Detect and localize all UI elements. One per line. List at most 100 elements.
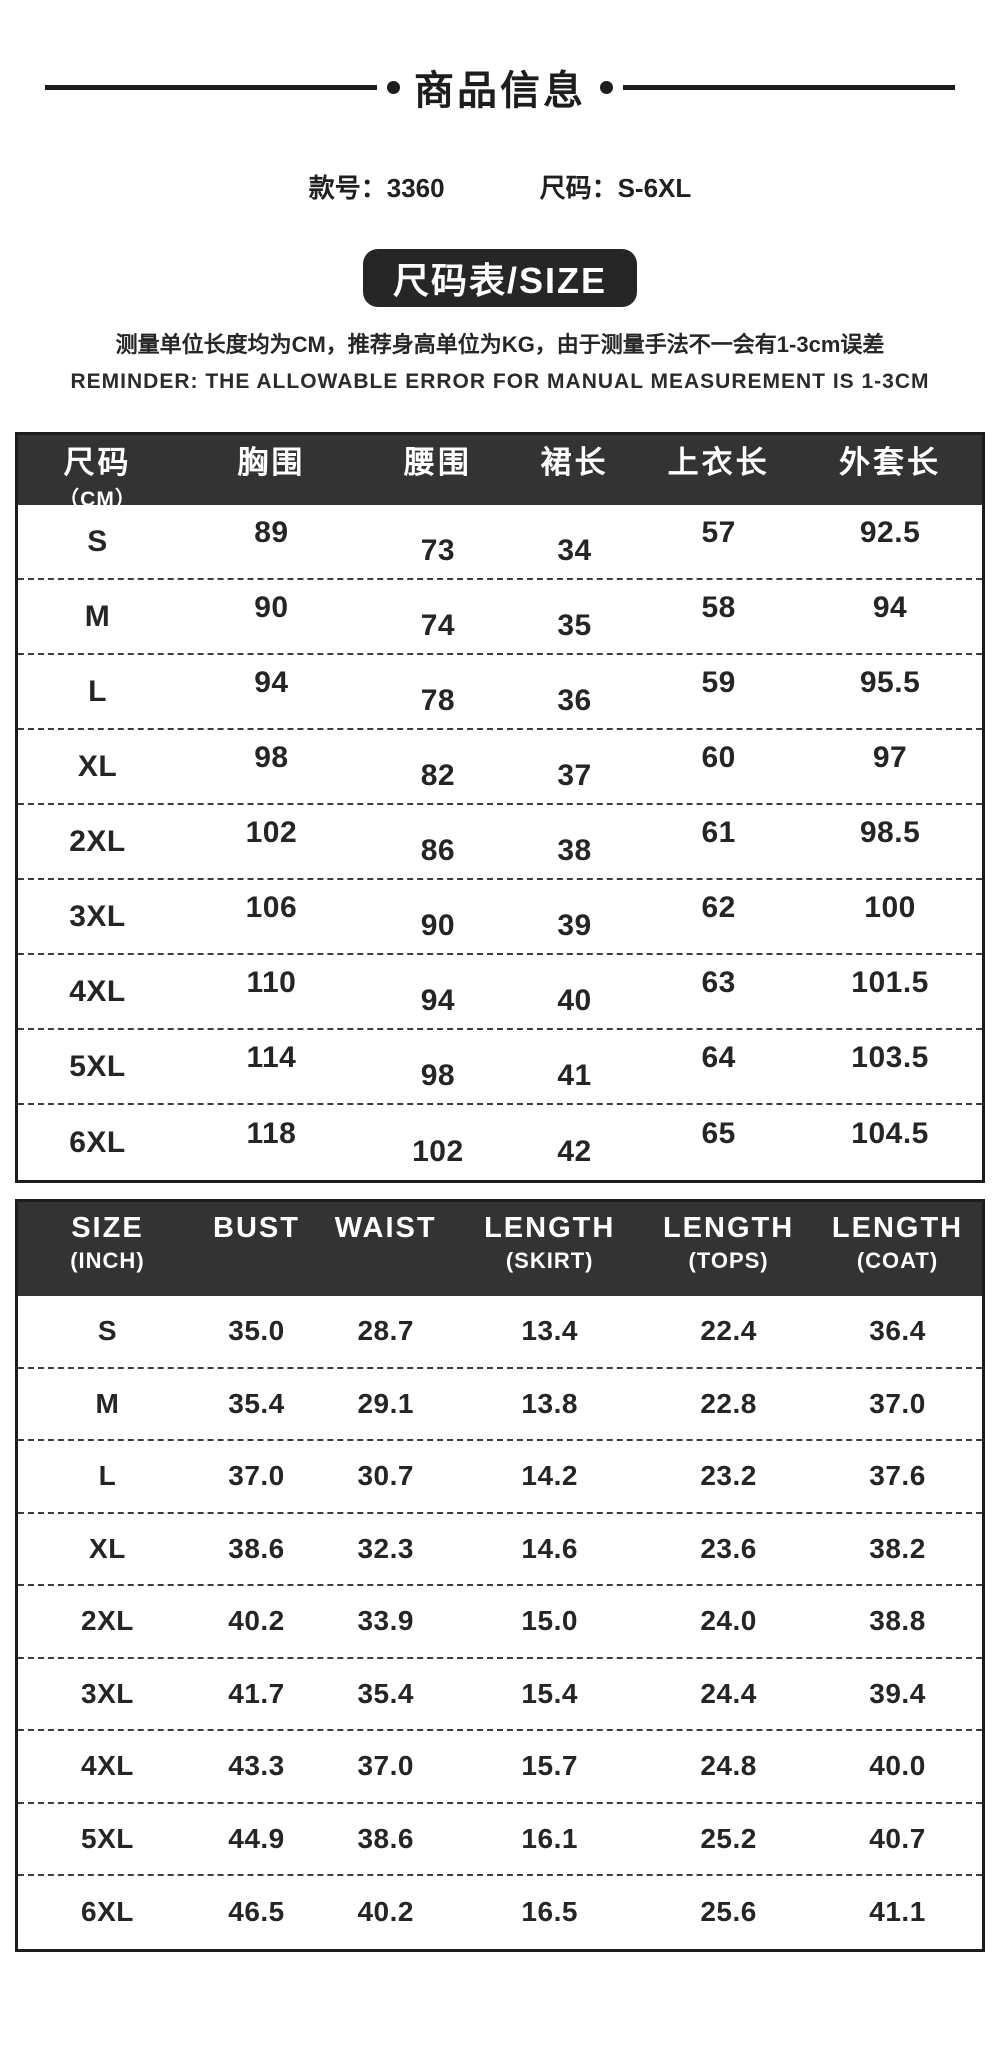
size-label: XL xyxy=(77,749,118,783)
size-range-value: S-6XL xyxy=(617,173,692,203)
size-table-cm: 尺码 （CM） 胸围 腰围 裙长 上衣长 外套长 S 89 73 34 57 92.5 M 90 74 35 5… xyxy=(15,432,985,1183)
size-label: 2XL xyxy=(81,1605,134,1637)
measurement-value: 32.3 xyxy=(357,1532,414,1564)
measurement-value: 14.6 xyxy=(521,1532,578,1564)
measurement-note-en: REMINDER: THE ALLOWABLE ERROR FOR MANUAL… xyxy=(70,370,930,393)
measurement-value: 94 xyxy=(872,590,908,624)
measurement-value: 78 xyxy=(420,683,456,717)
table-header-row: 尺码 （CM） 胸围 腰围 裙长 上衣长 外套长 xyxy=(18,435,982,511)
table-row: XL 98 82 37 60 97 xyxy=(18,730,982,805)
table-body: S 35.0 28.7 13.4 22.4 36.4 M 35.4 29.1 13.8 22.8 37… xyxy=(18,1296,982,1949)
product-info-page: 商品信息 款号：3360 尺码：S-6XL 尺码表/SIZE 测量单位长度均为C… xyxy=(0,64,1000,1952)
table-row: L 37.0 30.7 14.2 23.2 37.6 xyxy=(18,1441,982,1514)
column-header: 上衣长 xyxy=(667,445,770,480)
measurement-value: 73 xyxy=(420,533,456,567)
measurement-value: 43.3 xyxy=(228,1750,285,1782)
table-header-row: SIZE (INCH) BUST WAIST LENGTH (SKIRT) LENGTH (T… xyxy=(18,1202,982,1296)
size-table-inch: SIZE (INCH) BUST WAIST LENGTH (SKIRT) LENGTH (T… xyxy=(15,1199,985,1952)
measurement-value: 41 xyxy=(557,1058,592,1092)
measurement-value: 64 xyxy=(701,1040,736,1074)
measurement-note-cn: 测量单位长度均为CM，推荐身高单位为KG，由于测量手法不一会有1-3cm误差 xyxy=(115,332,885,357)
table-row: M 35.4 29.1 13.8 22.8 37.0 xyxy=(18,1369,982,1441)
column-header: 腰围 xyxy=(403,445,472,480)
measurement-value: 23.6 xyxy=(700,1532,757,1564)
measurement-value: 16.5 xyxy=(521,1896,578,1928)
measurement-value: 16.1 xyxy=(521,1822,578,1854)
measurement-value: 30.7 xyxy=(357,1460,414,1492)
measurement-value: 95.5 xyxy=(859,665,921,699)
measurement-value: 41.7 xyxy=(228,1677,285,1709)
size-label: 3XL xyxy=(81,1677,134,1709)
measurement-value: 35.4 xyxy=(228,1387,285,1419)
measurement-value: 38.2 xyxy=(869,1532,926,1564)
measurement-value: 37.0 xyxy=(357,1750,414,1782)
measurement-value: 101.5 xyxy=(851,965,929,999)
table-row: 2XL 102 86 38 61 98.5 xyxy=(18,805,982,880)
size-label: 4XL xyxy=(69,974,126,1008)
measurement-value: 90 xyxy=(254,590,289,624)
measurement-value: 36.4 xyxy=(869,1315,926,1347)
measurement-value: 39.4 xyxy=(869,1677,926,1709)
measurement-value: 23.2 xyxy=(700,1460,757,1492)
measurement-value: 34 xyxy=(557,533,592,567)
measurement-value: 28.7 xyxy=(357,1315,414,1347)
measurement-value: 59 xyxy=(701,665,736,699)
column-header: 胸围 xyxy=(237,445,306,480)
table-row: L 94 78 36 59 95.5 xyxy=(18,655,982,730)
bullet-dot-left xyxy=(387,80,400,94)
measurement-value: 46.5 xyxy=(228,1896,285,1928)
measurement-value: 57 xyxy=(701,515,736,549)
table-row: S 89 73 34 57 92.5 xyxy=(18,505,982,580)
measurement-value: 38.8 xyxy=(869,1605,926,1637)
table-row: 5XL 114 98 41 64 103.5 xyxy=(18,1030,982,1105)
table-row: 2XL 40.2 33.9 15.0 24.0 38.8 xyxy=(18,1586,982,1659)
column-header: SIZE (INCH) xyxy=(70,1212,145,1273)
model-value: 3360 xyxy=(386,173,445,203)
measurement-value: 36 xyxy=(557,683,592,717)
bullet-dot-right xyxy=(600,80,613,94)
section-title: 商品信息 xyxy=(414,69,586,113)
size-range-label: 尺码： xyxy=(539,173,618,203)
column-header: LENGTH (COAT) xyxy=(831,1212,964,1273)
table-row: 4XL 43.3 37.0 15.7 24.8 40.0 xyxy=(18,1731,982,1804)
measurement-value: 82 xyxy=(420,758,456,792)
measurement-value: 94 xyxy=(254,665,289,699)
table-row: 3XL 41.7 35.4 15.4 24.4 39.4 xyxy=(18,1659,982,1731)
model-label: 款号： xyxy=(308,173,387,203)
measurement-value: 106 xyxy=(245,890,298,924)
measurement-value: 24.8 xyxy=(700,1750,757,1782)
measurement-value: 63 xyxy=(701,965,736,999)
size-chart-badge: 尺码表/SIZE xyxy=(362,249,638,307)
measurement-value: 35 xyxy=(557,608,592,642)
table-row: 3XL 106 90 39 62 100 xyxy=(18,880,982,955)
measurement-value: 38 xyxy=(557,833,592,867)
size-label: M xyxy=(84,599,111,633)
table-row: 5XL 44.9 38.6 16.1 25.2 40.7 xyxy=(18,1804,982,1876)
size-label: L xyxy=(98,1460,117,1492)
table-row: 4XL 110 94 40 63 101.5 xyxy=(18,955,982,1030)
measurement-value: 118 xyxy=(246,1116,297,1150)
measurement-value: 22.8 xyxy=(700,1387,757,1419)
measurement-value: 110 xyxy=(246,965,297,999)
measurement-value: 40.0 xyxy=(869,1750,926,1782)
measurement-value: 13.4 xyxy=(521,1315,578,1347)
measurement-value: 33.9 xyxy=(357,1605,414,1637)
measurement-value: 103.5 xyxy=(851,1040,929,1074)
table-row: 6XL 46.5 40.2 16.5 25.6 41.1 xyxy=(18,1876,982,1949)
measurement-value: 40 xyxy=(557,983,592,1017)
measurement-value: 58 xyxy=(701,590,736,624)
model-number: 款号：3360 xyxy=(309,168,445,205)
size-label: M xyxy=(95,1387,120,1419)
measurement-value: 100 xyxy=(864,890,916,924)
measurement-value: 97 xyxy=(872,740,908,774)
size-label: XL xyxy=(89,1532,126,1564)
measurement-value: 15.0 xyxy=(521,1605,578,1637)
measurement-value: 44.9 xyxy=(228,1822,285,1854)
size-label: 4XL xyxy=(81,1750,134,1782)
column-header: LENGTH (SKIRT) xyxy=(484,1212,616,1273)
measurement-value: 35.0 xyxy=(228,1315,285,1347)
measurement-value: 86 xyxy=(420,833,456,867)
measurement-value: 104.5 xyxy=(851,1116,929,1150)
size-label: 6XL xyxy=(69,1125,126,1159)
size-label: L xyxy=(88,674,107,708)
